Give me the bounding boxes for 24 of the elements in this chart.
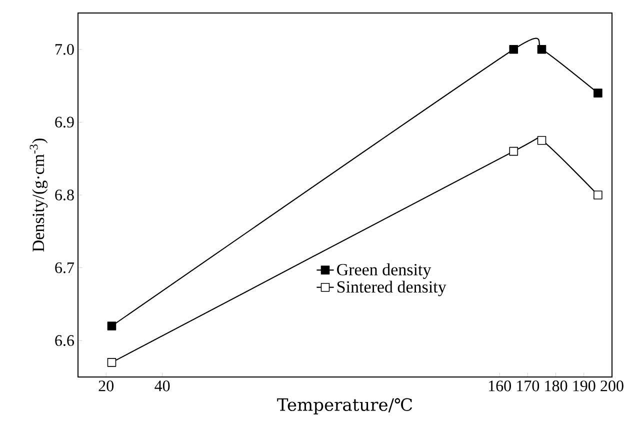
- y-tick-label: 6.9: [55, 116, 74, 128]
- legend-label: Sintered density: [337, 280, 446, 296]
- y-tick-label: 6.8: [55, 190, 74, 200]
- point: [107, 322, 116, 330]
- x-tick-label: 190: [573, 380, 596, 392]
- point: [594, 88, 602, 98]
- x-tick-label: 180: [545, 380, 568, 392]
- y-axis-title: Density/(g·cm$^{-3}$): [30, 138, 48, 252]
- x-tick-label: 20: [98, 380, 114, 392]
- point: [509, 44, 518, 54]
- point: [594, 190, 602, 200]
- point: [107, 358, 116, 367]
- point: [509, 146, 518, 156]
- x-tick-label: 40: [154, 380, 170, 392]
- x-tick-label: 200: [600, 380, 624, 392]
- point: [537, 136, 546, 145]
- legend-label: Green density: [337, 263, 432, 279]
- y-tick-label: 6.6: [55, 335, 74, 346]
- y-tick-label: 7.0: [56, 44, 74, 55]
- point: [537, 44, 546, 54]
- x-axis-title: Temperature/℃: [277, 398, 412, 414]
- y-tick-label: 6.7: [55, 262, 74, 274]
- x-tick-label: 160: [488, 380, 511, 392]
- x-tick-label: 170: [517, 380, 540, 392]
